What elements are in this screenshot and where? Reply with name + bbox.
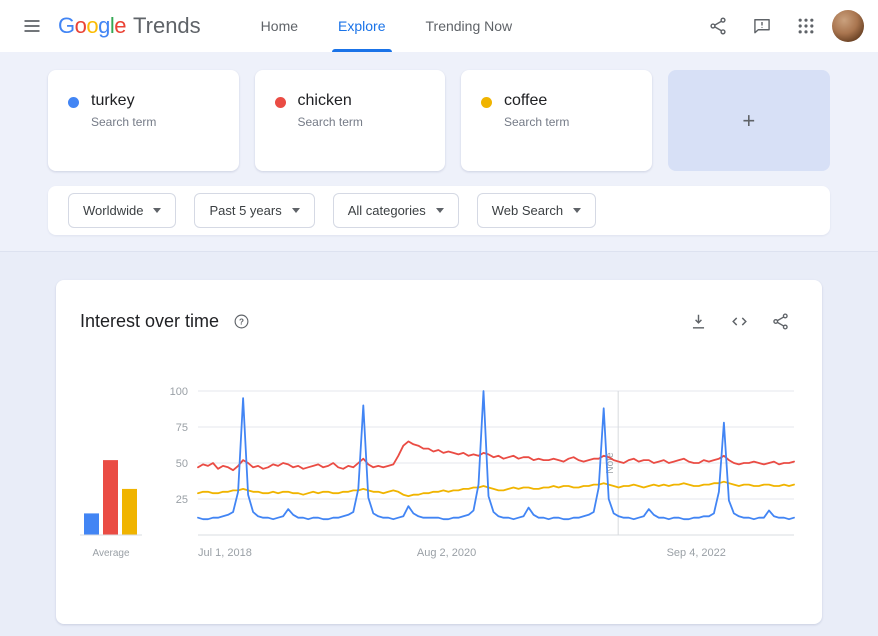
compare-section: turkey Search term chicken Search term c… [0,52,878,252]
term-type-label: Search term [297,115,363,129]
trends-wordmark: Trends [133,13,201,38]
hamburger-menu-button[interactable] [14,8,50,44]
google-wordmark: Google [58,13,127,38]
svg-text:?: ? [239,317,244,326]
svg-text:Sep 4, 2022: Sep 4, 2022 [667,547,726,559]
svg-text:Average: Average [92,548,130,559]
term-type-label: Search term [504,115,570,129]
svg-text:Note: Note [605,452,616,474]
download-csv-button[interactable] [681,304,716,339]
term-label: chicken [297,92,352,109]
apps-grid-button[interactable] [788,8,824,44]
svg-text:75: 75 [176,422,188,434]
help-icon: ? [234,314,249,329]
chevron-down-icon [153,208,162,213]
user-avatar[interactable] [832,10,864,42]
share-icon [773,313,788,330]
trend-line-chart: 25 50 75 100 Jul 1, 2018 Aug 2, 2020 Sep 4, 20… [80,386,795,559]
interest-over-time-chart[interactable]: 25 50 75 100 Jul 1, 2018 Aug 2, 2020 Sep 4, 20… [80,383,798,568]
app-header: Google Trends Home Explore Trending Now [0,0,878,52]
search-term-card-chicken[interactable]: chicken Search term [254,70,445,171]
series-color-dot [274,97,286,108]
chevron-down-icon [573,208,582,213]
filter-searchtype-dropdown[interactable]: Web Search [476,193,597,228]
search-terms-row: turkey Search term chicken Search term c… [48,70,830,171]
term-label: turkey [91,92,135,109]
filter-category-dropdown[interactable]: All categories [332,193,459,228]
nav-explore[interactable]: Explore [318,0,405,52]
filters-bar: Worldwide Past 5 years All categories We… [48,186,830,235]
results-section: Interest over time ? [0,252,878,636]
term-label: coffee [504,92,548,109]
term-type-label: Search term [91,115,157,129]
embed-code-icon [732,317,747,326]
svg-text:Jul 1, 2018: Jul 1, 2018 [198,547,252,559]
nav-trending-now[interactable]: Trending Now [406,0,533,52]
share-icon [710,17,726,35]
panel-title: Interest over time [80,311,220,331]
series-color-dot [481,97,492,108]
chevron-down-icon [291,208,300,213]
search-term-card-turkey[interactable]: turkey Search term [48,70,239,171]
help-button[interactable]: ? [225,305,258,338]
header-actions [700,8,864,44]
search-term-card-coffee[interactable]: coffee Search term [461,70,652,171]
nav-home[interactable]: Home [241,0,318,52]
feedback-button[interactable] [744,8,780,44]
download-icon [692,314,705,329]
filter-timerange-dropdown[interactable]: Past 5 years [194,193,315,228]
primary-nav: Home Explore Trending Now [241,0,532,52]
google-trends-logo[interactable]: Google Trends [58,13,201,39]
share-button[interactable] [700,8,736,44]
svg-text:50: 50 [176,458,188,470]
svg-text:100: 100 [170,386,188,398]
share-chart-button[interactable] [763,304,798,339]
chevron-down-icon [435,208,444,213]
add-comparison-button[interactable]: + [667,70,830,171]
panel-header: Interest over time ? [80,304,798,339]
hamburger-icon [24,20,40,32]
feedback-icon [754,19,770,34]
interest-over-time-panel: Interest over time ? [56,280,822,624]
filter-region-dropdown[interactable]: Worldwide [68,193,177,228]
series-color-dot [68,97,79,108]
svg-text:Aug 2, 2020: Aug 2, 2020 [417,547,476,559]
panel-actions [681,304,798,339]
apps-grid-icon [798,18,814,34]
svg-text:25: 25 [176,494,188,506]
embed-button[interactable] [722,304,757,339]
plus-icon: + [742,107,756,133]
